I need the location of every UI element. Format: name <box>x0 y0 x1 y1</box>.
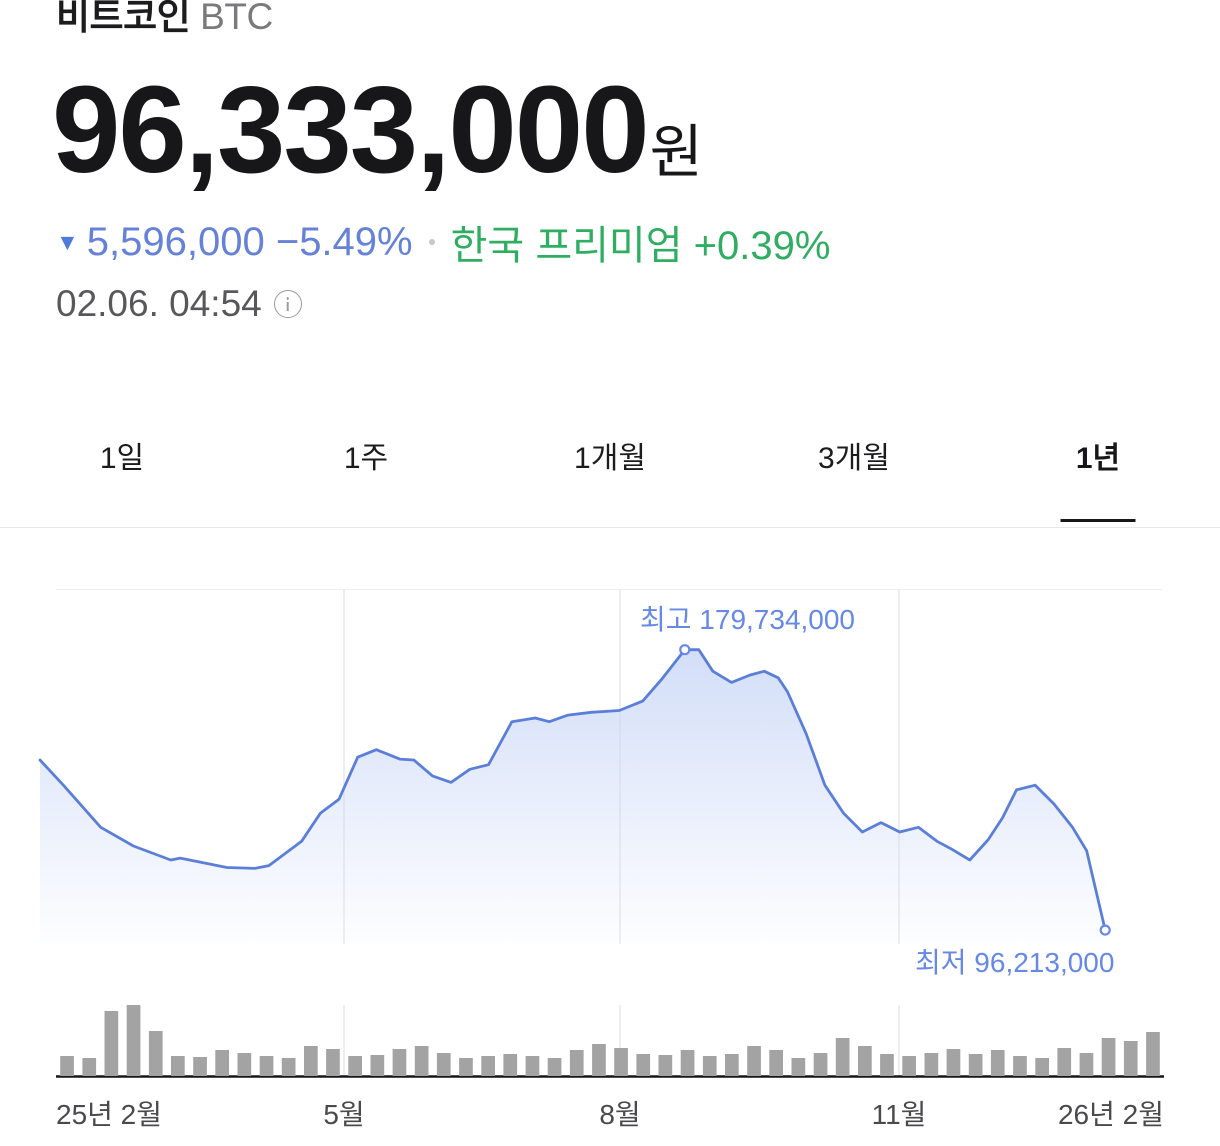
svg-text:최고 179,734,000: 최고 179,734,000 <box>640 604 855 635</box>
svg-text:최저 96,213,000: 최저 96,213,000 <box>915 947 1114 978</box>
